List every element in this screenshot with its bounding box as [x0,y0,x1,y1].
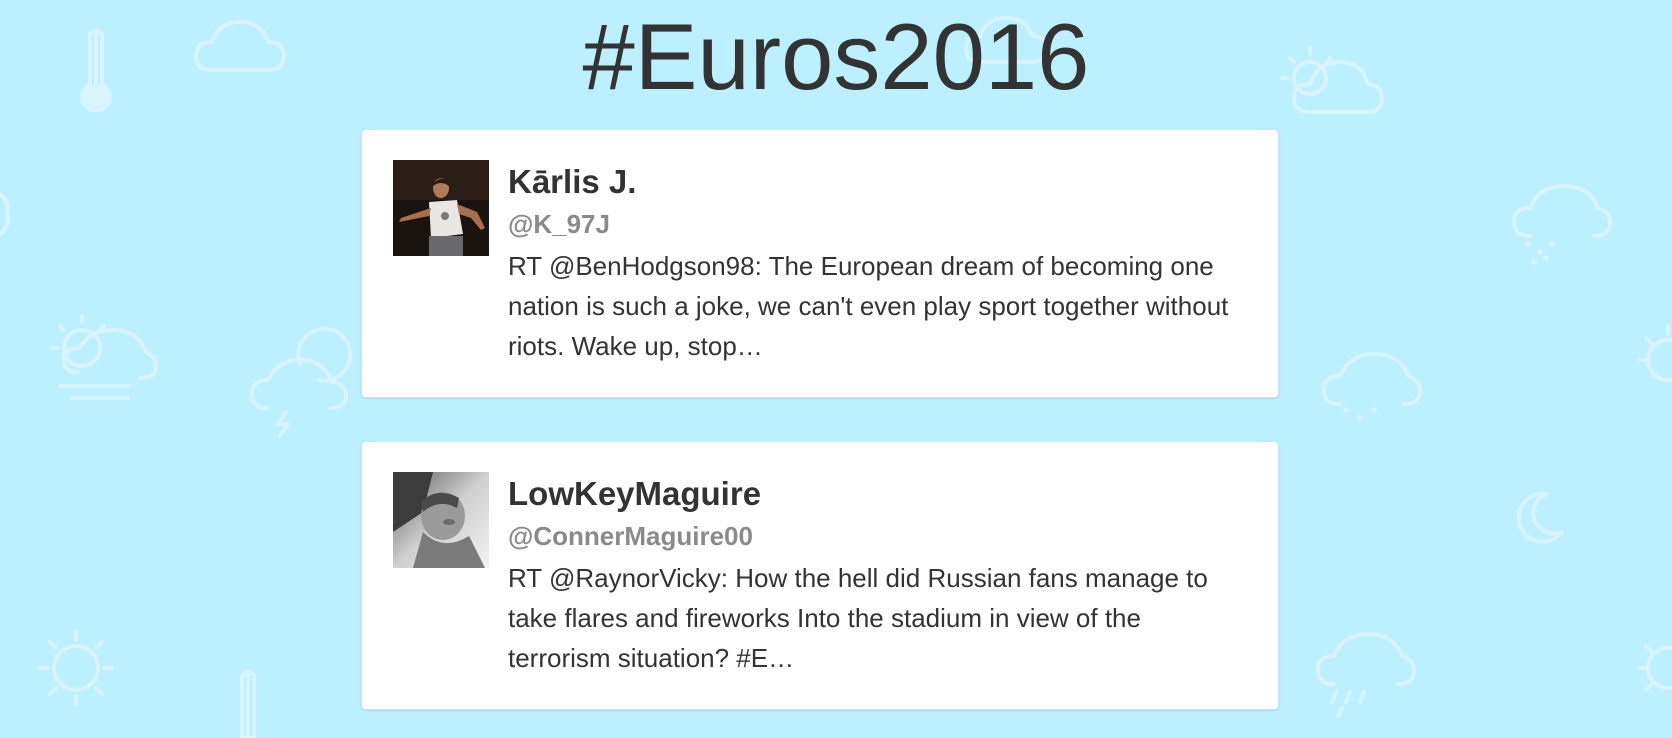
sun-cloud-icon [1280,46,1384,114]
rain-cloud-icon [1322,352,1422,421]
profile-photo [393,472,489,568]
snow-cloud-icon [1512,184,1612,265]
cloud-icon [194,20,286,72]
rain-cloud-icon [1316,632,1416,718]
tweet-text: RT @BenHodgson98: The European dream of … [508,251,1229,361]
moon-cloud-icon [250,326,353,438]
avatar[interactable] [393,472,489,568]
avatar[interactable] [393,160,489,256]
profile-photo [393,160,489,256]
page-title: #Euros2016 [582,4,1090,109]
tweet-card[interactable]: Kārlis J. @K_97J RT @BenHodgson98: The E… [361,129,1279,398]
thermometer-icon [240,670,256,738]
user-handle[interactable]: @ConnerMaguire00 [508,521,753,551]
sun-icon [1638,324,1672,382]
tweet-text: RT @RaynorVicky: How the hell did Russia… [508,563,1208,673]
cloud-icon [964,16,1048,64]
cloud-icon [0,192,10,236]
sun-wind-cloud-icon [50,314,158,400]
user-handle[interactable]: @K_97J [508,209,610,239]
thermometer-icon [80,28,112,113]
moon-icon [1516,491,1564,544]
display-name[interactable]: Kārlis J. [508,163,637,200]
sun-icon [38,630,114,706]
sun-icon [1638,644,1672,692]
tweet-card[interactable]: LowKeyMaguire @ConnerMaguire00 RT @Rayno… [361,441,1279,710]
display-name[interactable]: LowKeyMaguire [508,475,762,512]
